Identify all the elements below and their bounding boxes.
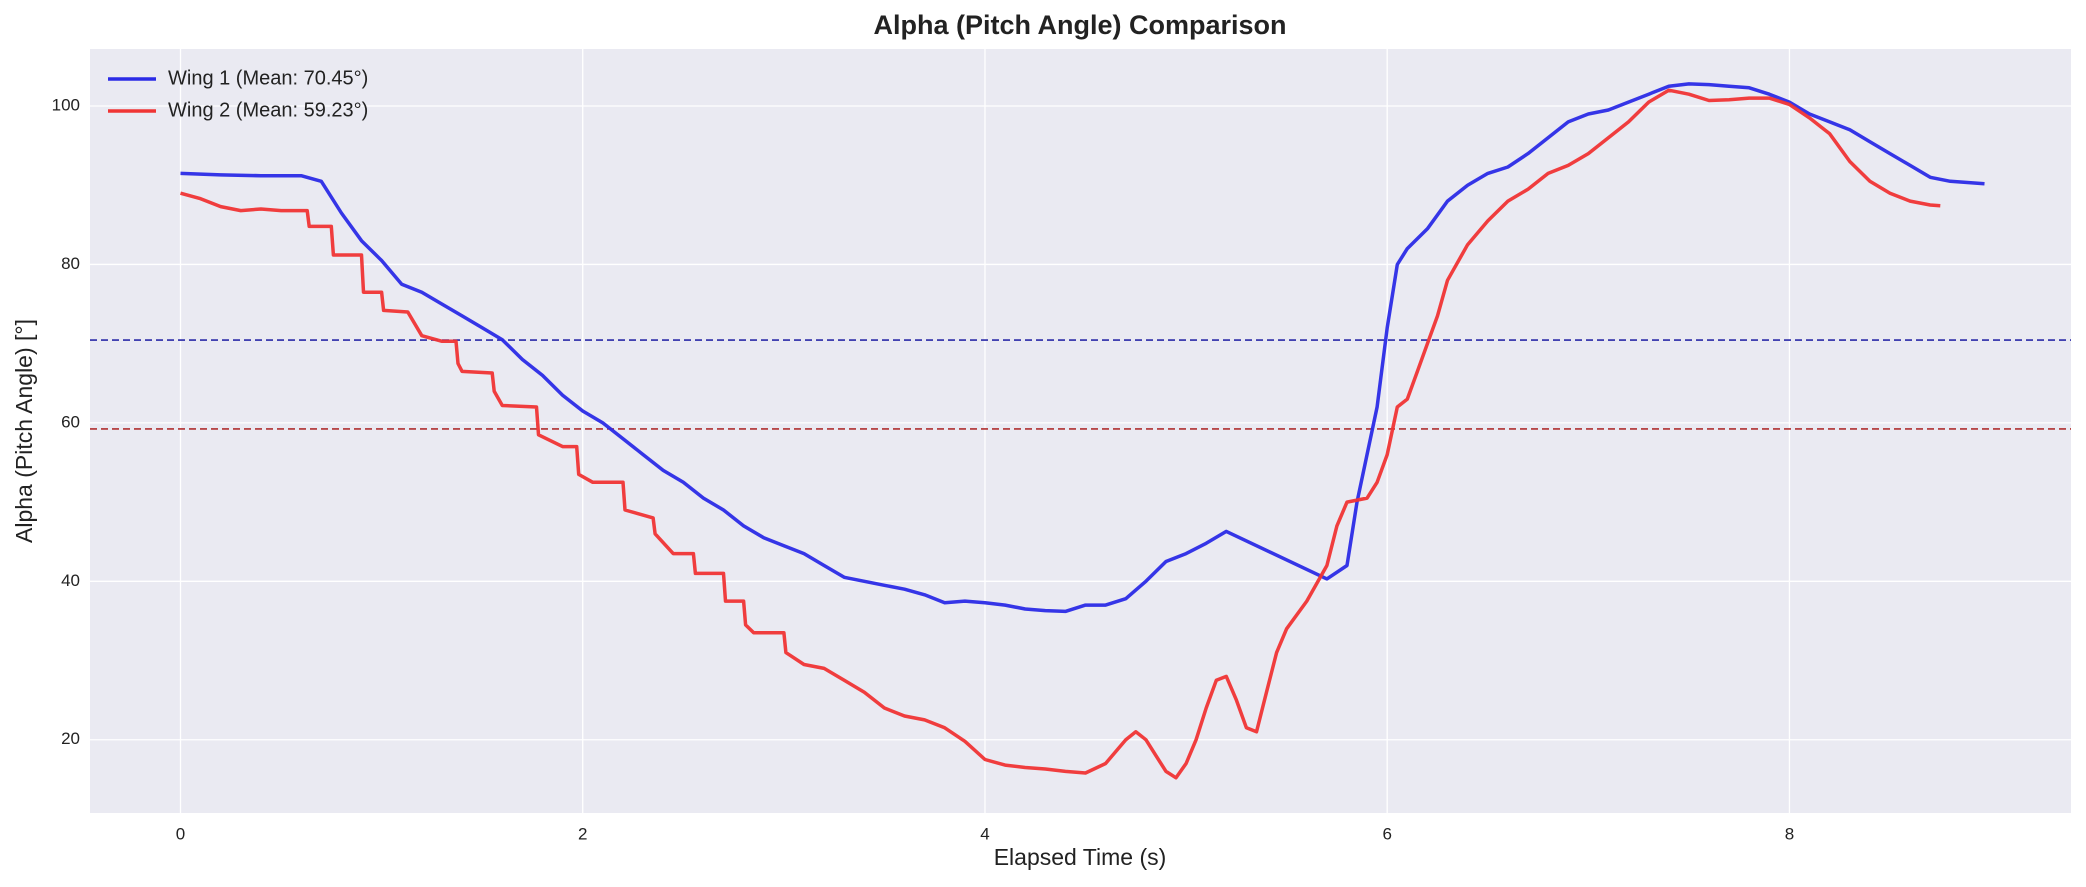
y-axis-label: Alpha (Pitch Angle) [°]	[11, 319, 37, 543]
y-tick-label: 60	[61, 412, 80, 431]
y-tick-label: 20	[61, 729, 80, 748]
x-tick-label: 4	[980, 824, 989, 843]
series-line	[180, 88, 1941, 780]
x-tick-label: 0	[176, 824, 185, 843]
y-tick-label: 40	[61, 571, 80, 590]
y-tick-label: 80	[61, 254, 80, 273]
legend-label: Wing 1 (Mean: 70.45°)	[168, 67, 368, 89]
series-line	[180, 82, 1985, 614]
y-tick-label: 100	[52, 96, 80, 115]
x-tick-label: 2	[578, 824, 587, 843]
plot-area	[90, 49, 2071, 813]
legend-label: Wing 2 (Mean: 59.23°)	[168, 99, 368, 121]
x-axis-label: Elapsed Time (s)	[994, 844, 1167, 870]
x-tick-label: 8	[1785, 824, 1794, 843]
chart-title: Alpha (Pitch Angle) Comparison	[873, 10, 1286, 40]
x-tick-label: 6	[1382, 824, 1391, 843]
